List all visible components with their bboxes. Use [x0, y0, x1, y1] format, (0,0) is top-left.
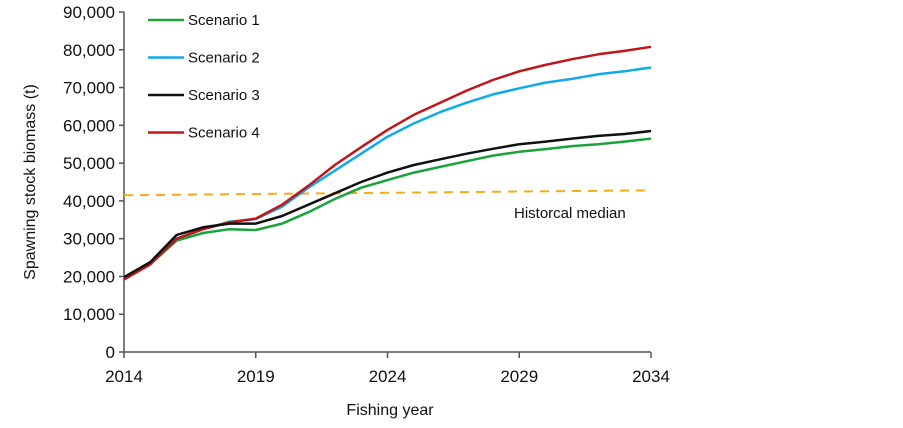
y-tick-label: 90,000	[63, 3, 115, 22]
series-line-scenario-4	[123, 45, 652, 281]
y-tick-label: 70,000	[63, 79, 115, 98]
series-line-scenario-3	[123, 129, 652, 279]
y-tick-label: 20,000	[63, 267, 115, 286]
y-tick-label: 60,000	[63, 116, 115, 135]
x-tick-label: 2019	[237, 367, 275, 386]
x-tick-label: 2024	[369, 367, 407, 386]
series-group	[123, 45, 652, 281]
legend: Scenario 1 Scenario 2 Scenario 3 Scenario 4	[148, 12, 260, 142]
y-axis-title: Spawning stock biomass (t)	[22, 84, 39, 280]
historical-median-label: Historcal median	[514, 205, 626, 222]
y-axis-ticks: 0 10,000 20,000 30,000 40,000 50,000 60,000 70,…	[63, 3, 124, 362]
y-tick-label: 40,000	[63, 192, 115, 211]
legend-label: Scenario 2	[188, 50, 260, 67]
y-tick-label: 80,000	[63, 41, 115, 60]
historical-median-line	[123, 189, 652, 197]
y-tick-label: 0	[106, 343, 115, 362]
legend-label: Scenario 1	[188, 12, 260, 29]
series-line-scenario-1	[123, 137, 652, 280]
legend-label: Scenario 3	[188, 87, 260, 104]
x-tick-label: 2029	[500, 367, 538, 386]
x-tick-label: 2034	[632, 367, 670, 386]
x-axis-ticks: 2014 2019 2024 2029 2034	[105, 352, 670, 386]
y-tick-label: 10,000	[63, 305, 115, 324]
y-tick-label: 30,000	[63, 230, 115, 249]
x-tick-label: 2014	[105, 367, 143, 386]
legend-label: Scenario 4	[188, 125, 260, 142]
x-axis-title: Fishing year	[346, 402, 434, 419]
y-tick-label: 50,000	[63, 154, 115, 173]
